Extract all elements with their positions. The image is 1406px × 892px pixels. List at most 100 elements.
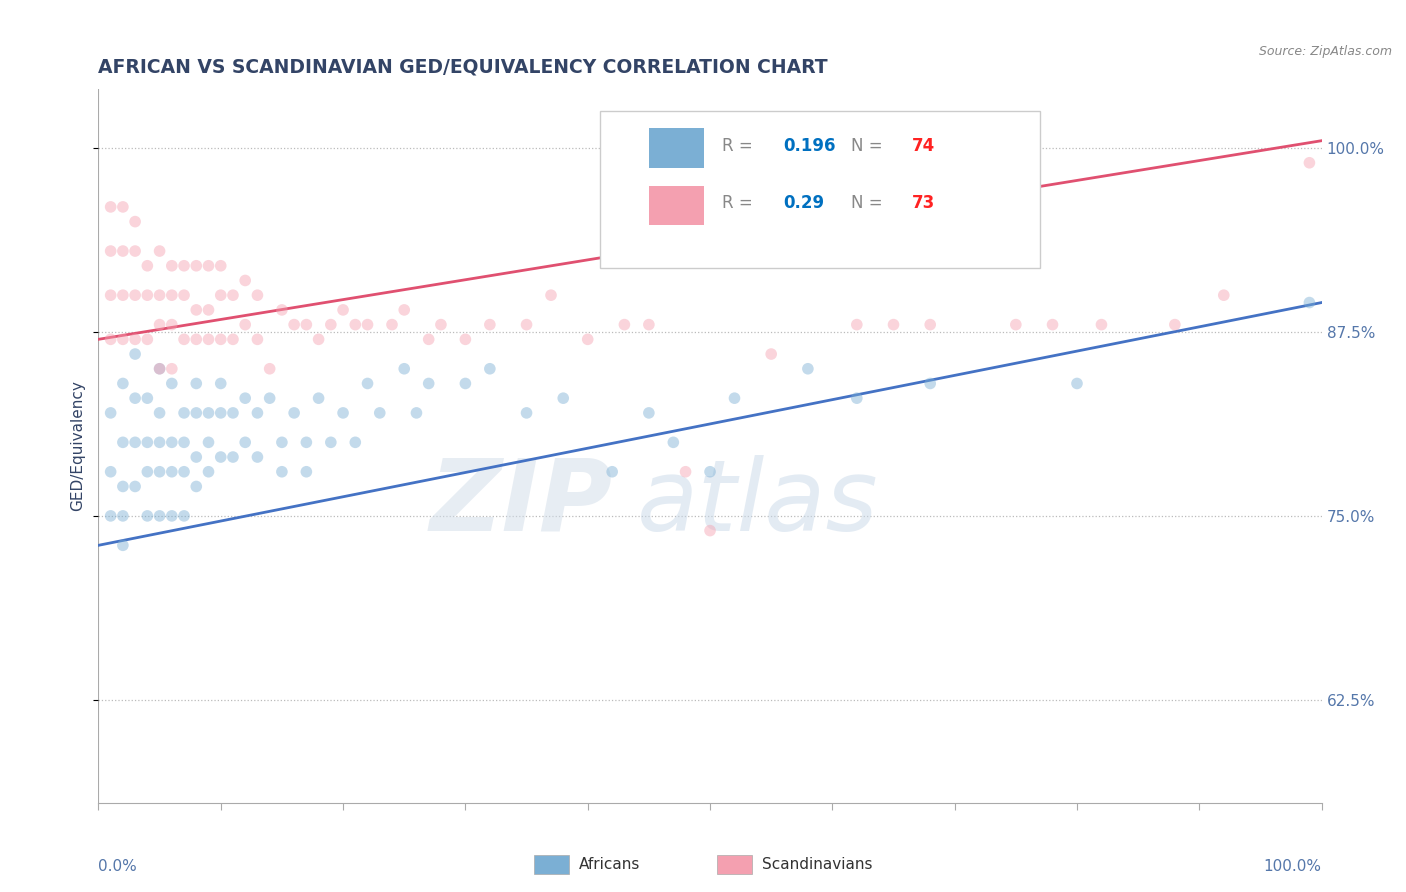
Point — [136, 435, 159, 450]
Point — [233, 435, 256, 450]
Point — [246, 288, 269, 302]
Point — [295, 435, 318, 450]
Point — [124, 332, 146, 346]
Point — [222, 288, 245, 302]
Point — [186, 376, 208, 391]
Point — [233, 273, 256, 287]
Text: 73: 73 — [912, 194, 935, 212]
Point — [662, 435, 685, 450]
Point — [1298, 155, 1320, 169]
Point — [160, 508, 183, 523]
Bar — [650, 128, 704, 168]
Point — [100, 508, 122, 523]
Point — [111, 332, 134, 346]
Point — [186, 332, 208, 346]
Point — [197, 406, 219, 420]
Point — [186, 259, 208, 273]
FancyBboxPatch shape — [600, 111, 1040, 268]
Point — [246, 450, 269, 464]
Point — [149, 244, 172, 258]
Point — [173, 332, 195, 346]
Point — [173, 435, 195, 450]
Point — [149, 361, 172, 376]
Point — [1042, 318, 1064, 332]
Point — [197, 332, 219, 346]
Point — [111, 435, 134, 450]
Point — [124, 391, 146, 405]
Point — [173, 406, 195, 420]
Point — [136, 508, 159, 523]
Bar — [650, 186, 704, 225]
Point — [295, 318, 318, 332]
Point — [356, 318, 378, 332]
Text: atlas: atlas — [637, 455, 879, 551]
Point — [111, 288, 134, 302]
Point — [124, 244, 146, 258]
Point — [883, 318, 905, 332]
Point — [332, 406, 354, 420]
Text: 74: 74 — [912, 137, 935, 155]
Point — [186, 302, 208, 317]
Point — [308, 391, 330, 405]
Point — [209, 288, 232, 302]
Point — [259, 391, 281, 405]
Point — [920, 318, 942, 332]
Point — [100, 244, 122, 258]
Point — [111, 538, 134, 552]
Point — [124, 214, 146, 228]
Point — [699, 465, 721, 479]
Point — [173, 465, 195, 479]
Point — [1298, 295, 1320, 310]
Text: Africans: Africans — [579, 857, 641, 871]
Point — [699, 524, 721, 538]
Point — [638, 318, 661, 332]
Point — [295, 465, 318, 479]
Point — [111, 244, 134, 258]
Point — [149, 508, 172, 523]
Point — [136, 259, 159, 273]
Point — [149, 318, 172, 332]
Text: R =: R = — [723, 194, 758, 212]
Text: 0.0%: 0.0% — [98, 859, 138, 874]
Point — [454, 376, 477, 391]
Point — [197, 302, 219, 317]
Point — [136, 391, 159, 405]
Point — [1090, 318, 1112, 332]
Point — [222, 406, 245, 420]
Point — [160, 465, 183, 479]
Point — [197, 259, 219, 273]
Point — [100, 406, 122, 420]
Point — [124, 347, 146, 361]
Point — [160, 288, 183, 302]
Point — [197, 465, 219, 479]
Point — [600, 465, 623, 479]
Text: AFRICAN VS SCANDINAVIAN GED/EQUIVALENCY CORRELATION CHART: AFRICAN VS SCANDINAVIAN GED/EQUIVALENCY … — [98, 57, 828, 77]
Point — [1066, 376, 1088, 391]
Point — [197, 435, 219, 450]
Point — [209, 332, 232, 346]
Point — [638, 406, 661, 420]
Point — [270, 302, 294, 317]
Point — [319, 318, 342, 332]
Point — [111, 376, 134, 391]
Point — [100, 332, 122, 346]
Point — [845, 318, 868, 332]
Point — [160, 376, 183, 391]
Point — [344, 318, 367, 332]
Point — [1164, 318, 1187, 332]
Point — [283, 318, 305, 332]
Point — [540, 288, 562, 302]
Point — [430, 318, 453, 332]
Point — [515, 318, 537, 332]
Point — [149, 435, 172, 450]
Point — [797, 361, 820, 376]
Point — [124, 435, 146, 450]
Point — [613, 318, 636, 332]
Point — [100, 288, 122, 302]
Point — [186, 479, 208, 493]
Point — [149, 288, 172, 302]
Point — [233, 391, 256, 405]
Point — [186, 450, 208, 464]
Point — [246, 406, 269, 420]
Point — [478, 318, 501, 332]
